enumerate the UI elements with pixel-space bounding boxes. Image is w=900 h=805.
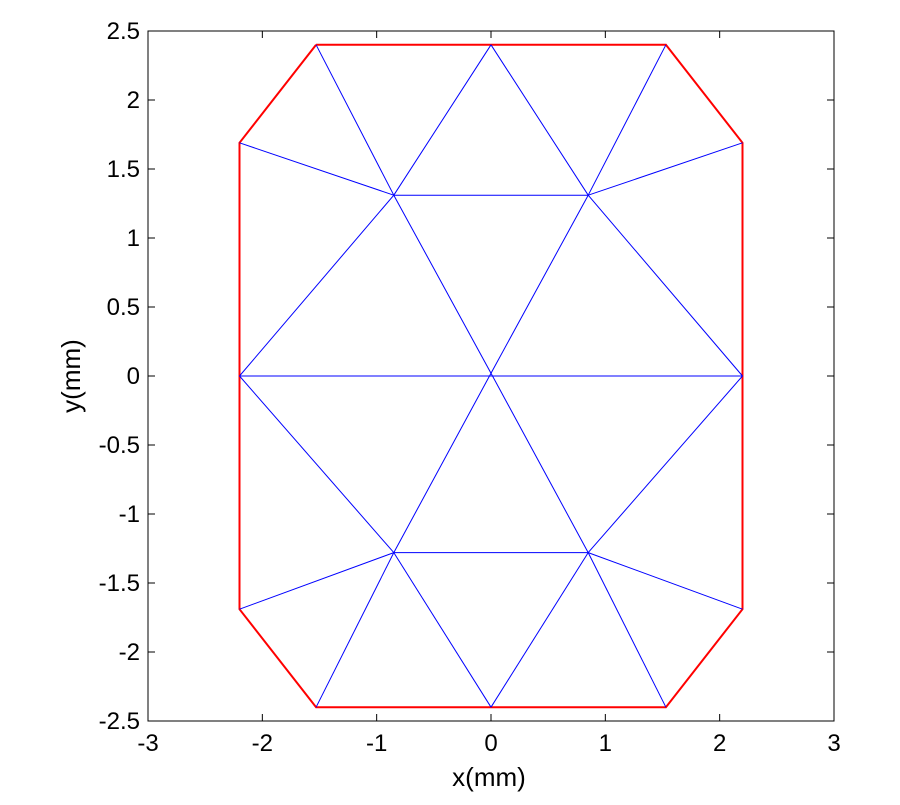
axes-layer — [147, 30, 835, 722]
mesh-edge — [588, 552, 743, 610]
x-tick-label: 0 — [484, 730, 497, 757]
mesh-edge — [239, 194, 395, 377]
y-tick-label: -0.5 — [99, 432, 140, 459]
series-layer — [238, 43, 744, 709]
mesh-edge — [490, 552, 589, 708]
mesh-edge — [393, 552, 492, 708]
x-axis-label: x(mm) — [452, 762, 526, 792]
x-tick-label: 1 — [599, 730, 612, 757]
y-tick-labels: -2.5 -2 -1.5 -1 -0.5 0 0.5 1 1.5 2 2.5 — [99, 18, 140, 735]
mesh-edge — [490, 372, 589, 553]
y-tick-label: 2 — [127, 87, 140, 114]
x-tick-label: 2 — [713, 730, 726, 757]
x-tick-label: -2 — [252, 730, 273, 757]
mesh-edge — [587, 44, 667, 196]
x-tick-label: -1 — [366, 730, 387, 757]
y-tick-label: 0 — [127, 363, 140, 390]
mesh-edge — [393, 44, 492, 196]
mesh-edge — [315, 44, 395, 196]
y-tick-label: -2.5 — [99, 708, 140, 735]
mesh-edge — [239, 375, 395, 553]
y-tick-label: 0.5 — [107, 294, 140, 321]
mesh-edge — [393, 194, 492, 374]
mesh-edge — [490, 44, 589, 196]
x-tick-labels: -3 -2 -1 0 1 2 3 — [137, 730, 840, 757]
y-tick-label: 1.5 — [107, 156, 140, 183]
mesh-edge — [588, 142, 743, 196]
mesh-edge — [393, 372, 492, 553]
x-tick-label: -3 — [137, 730, 158, 757]
mesh-edge — [587, 552, 667, 708]
mesh-edge — [239, 142, 394, 196]
mesh-edge — [239, 552, 394, 610]
y-axis-label: y(mm) — [56, 339, 86, 413]
y-tick-label: 1 — [127, 225, 140, 252]
mesh-edge — [490, 194, 589, 374]
y-tick-label: -1 — [119, 501, 140, 528]
x-tick-label: 3 — [827, 730, 840, 757]
mesh-edge — [587, 194, 743, 377]
y-tick-label: 2.5 — [107, 18, 140, 45]
y-tick-label: -2 — [119, 639, 140, 666]
mesh-edge — [315, 552, 395, 708]
y-tick-label: -1.5 — [99, 570, 140, 597]
mesh-edge — [587, 375, 743, 553]
